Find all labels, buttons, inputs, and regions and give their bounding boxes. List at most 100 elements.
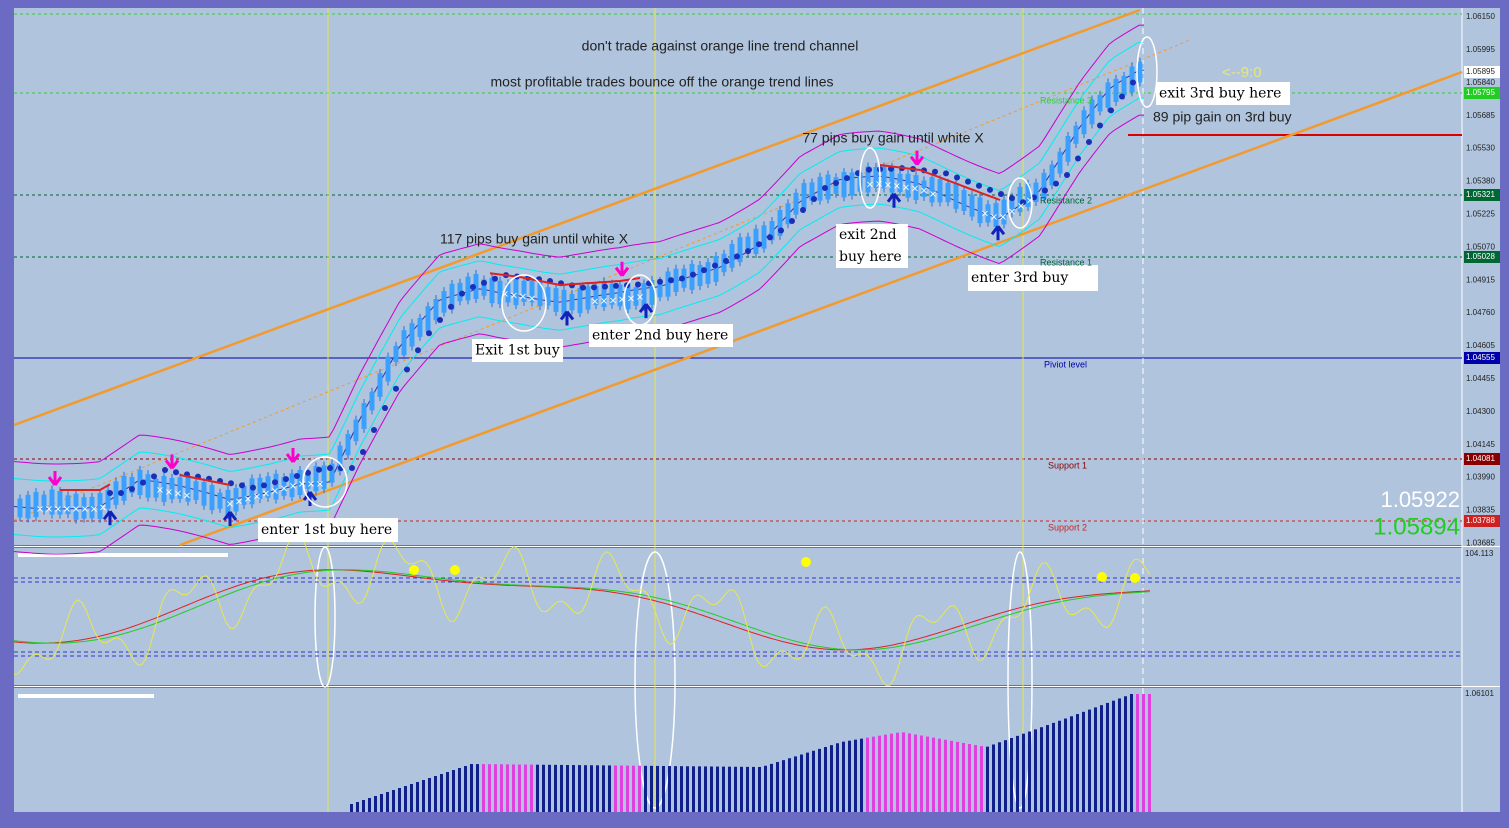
candle xyxy=(529,280,535,303)
histogram-bar xyxy=(770,763,773,812)
candle xyxy=(817,176,823,201)
osc-line xyxy=(13,569,1151,651)
arrow xyxy=(909,150,925,166)
x-mark: × xyxy=(165,487,173,498)
x-mark: × xyxy=(81,504,89,515)
trend-dot xyxy=(162,467,168,473)
candle xyxy=(225,489,231,516)
candle xyxy=(345,434,351,456)
candle xyxy=(745,236,751,254)
x-mark: × xyxy=(307,479,315,490)
candle xyxy=(513,279,519,306)
trend-dot xyxy=(327,465,333,471)
candle xyxy=(897,173,903,193)
level-label: Support 1 xyxy=(1048,460,1087,470)
candle xyxy=(713,256,719,282)
candle xyxy=(993,203,999,228)
candle xyxy=(417,317,423,337)
x-mark: × xyxy=(911,183,919,194)
axis-label: 1.04760 xyxy=(1466,308,1495,317)
candle xyxy=(777,209,783,236)
candle xyxy=(33,492,39,518)
histogram-bar xyxy=(842,741,845,812)
histogram-bar xyxy=(524,764,527,812)
candle xyxy=(1081,110,1087,135)
histogram-bar xyxy=(470,764,473,812)
candle xyxy=(217,492,223,509)
candle xyxy=(849,172,855,196)
candle xyxy=(769,221,775,241)
x-mark: × xyxy=(902,182,910,193)
trend-dot xyxy=(459,290,465,297)
price-axis xyxy=(1462,8,1500,812)
histogram-bar xyxy=(626,765,629,812)
histogram-bar xyxy=(956,741,959,812)
trend-dot xyxy=(789,218,795,224)
trend-dot xyxy=(250,484,256,491)
histogram-bar xyxy=(668,766,671,812)
candle xyxy=(809,182,815,201)
histogram-bar xyxy=(650,765,653,812)
candle xyxy=(497,280,503,305)
trend-dot xyxy=(1009,195,1015,202)
annotation: 77 pips buy gain until white X xyxy=(802,130,984,146)
highlight xyxy=(1007,551,1033,809)
candle xyxy=(121,475,127,501)
histogram-bar xyxy=(800,754,803,812)
indicator-name xyxy=(18,553,228,557)
candle xyxy=(385,356,391,382)
histogram-bar xyxy=(1112,700,1115,812)
histogram-bar xyxy=(782,760,785,812)
histogram-bar xyxy=(1034,729,1037,812)
histogram-bar xyxy=(962,742,965,812)
histogram-bar xyxy=(1040,727,1043,812)
trend-dot xyxy=(470,284,476,290)
histogram-bar xyxy=(848,740,851,812)
candle xyxy=(265,476,271,498)
callout-text: enter 1st buy here xyxy=(261,522,392,538)
x-mark: × xyxy=(510,290,518,301)
trend-dot xyxy=(492,275,498,282)
highlight xyxy=(634,551,676,809)
trend-dot xyxy=(1053,180,1059,187)
histogram-bar xyxy=(932,737,935,812)
trend-dot xyxy=(1042,187,1048,194)
trend-dot xyxy=(866,166,872,173)
candle xyxy=(1105,82,1111,108)
histogram-bar xyxy=(560,764,563,812)
histogram-bar xyxy=(1100,705,1103,812)
candle xyxy=(697,264,703,287)
candle xyxy=(185,475,191,502)
histogram-bar xyxy=(926,736,929,812)
axis-label: 1.06101 xyxy=(1465,689,1494,698)
histogram-bar xyxy=(896,732,899,812)
trend-dot xyxy=(976,182,982,189)
annotation: don't trade against orange line trend ch… xyxy=(582,38,859,54)
histogram-bar xyxy=(1106,702,1109,812)
callout-text: exit 3rd buy here xyxy=(1159,86,1281,102)
bid-price: 1.05922 xyxy=(1380,487,1460,512)
candle xyxy=(289,473,295,498)
candle xyxy=(953,182,959,209)
histogram-bar xyxy=(740,766,743,812)
trend-dot xyxy=(448,303,454,310)
candle xyxy=(889,166,895,193)
candle xyxy=(1129,66,1135,93)
histogram-bar xyxy=(866,737,869,812)
candle xyxy=(153,478,159,498)
trend-dot xyxy=(349,465,355,471)
histogram-bar xyxy=(536,764,539,812)
level-label: Resistance 2 xyxy=(1040,195,1092,205)
callout-box xyxy=(1156,82,1290,105)
candle xyxy=(929,177,935,203)
candle xyxy=(449,283,455,310)
candle xyxy=(617,284,623,307)
candle xyxy=(785,203,791,225)
histogram-bar xyxy=(446,772,449,812)
candle xyxy=(657,280,663,298)
annotation: 89 pip gain on 3rd buy xyxy=(1153,109,1292,125)
candle xyxy=(409,323,415,347)
x-mark: × xyxy=(99,502,107,513)
candle xyxy=(297,470,303,496)
